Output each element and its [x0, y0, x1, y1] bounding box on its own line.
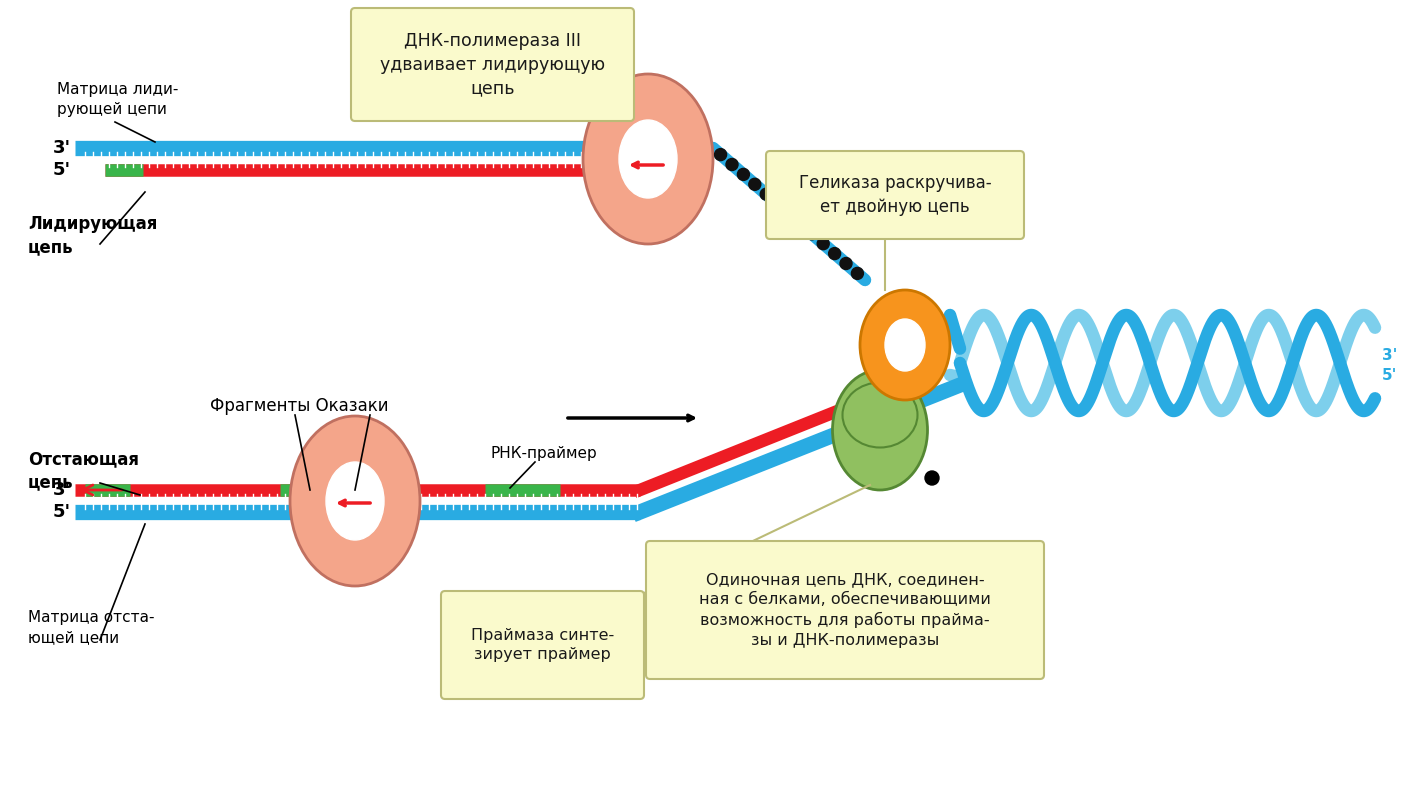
- Circle shape: [761, 188, 772, 200]
- Text: 5': 5': [52, 503, 71, 521]
- Ellipse shape: [583, 74, 713, 244]
- Ellipse shape: [291, 416, 420, 586]
- Circle shape: [749, 178, 761, 190]
- Text: 3': 3': [52, 139, 71, 157]
- Circle shape: [772, 198, 783, 210]
- Circle shape: [851, 267, 864, 279]
- Circle shape: [738, 168, 749, 180]
- Text: 5': 5': [52, 161, 71, 179]
- Text: Лидирующая
цепь: Лидирующая цепь: [28, 215, 158, 257]
- Circle shape: [783, 208, 794, 220]
- Circle shape: [817, 237, 830, 250]
- Text: Одиночная цепь ДНК, соединен-
ная с белками, обеспечивающими
возможность для раб: Одиночная цепь ДНК, соединен- ная с белк…: [698, 572, 991, 648]
- Text: Матрица отста-
ющей цепи: Матрица отста- ющей цепи: [28, 610, 154, 645]
- FancyBboxPatch shape: [442, 591, 643, 699]
- Ellipse shape: [885, 319, 926, 371]
- Text: 5': 5': [1381, 368, 1397, 382]
- Ellipse shape: [842, 382, 917, 448]
- Circle shape: [727, 159, 738, 171]
- Ellipse shape: [619, 120, 677, 198]
- Text: Праймаза синте-
зирует праймер: Праймаза синте- зирует праймер: [471, 628, 614, 663]
- Text: Геликаза раскручива-
ет двойную цепь: Геликаза раскручива- ет двойную цепь: [799, 174, 992, 216]
- Text: Фрагменты Оказаки: Фрагменты Оказаки: [210, 397, 388, 415]
- Circle shape: [794, 218, 807, 230]
- Text: Матрица лиди-
рующей цепи: Матрица лиди- рующей цепи: [56, 82, 178, 117]
- Ellipse shape: [832, 370, 927, 490]
- Circle shape: [714, 149, 727, 161]
- Circle shape: [806, 228, 818, 240]
- Text: ДНК-полимераза III
удваивает лидирующую
цепь: ДНК-полимераза III удваивает лидирующую …: [380, 32, 605, 97]
- Ellipse shape: [326, 462, 384, 540]
- FancyBboxPatch shape: [766, 151, 1024, 239]
- FancyBboxPatch shape: [646, 541, 1044, 679]
- Text: РНК-праймер: РНК-праймер: [490, 445, 597, 460]
- Ellipse shape: [859, 290, 950, 400]
- Text: Отстающая
цепь: Отстающая цепь: [28, 450, 140, 492]
- Text: 3': 3': [52, 481, 71, 499]
- Circle shape: [828, 248, 841, 259]
- Circle shape: [840, 258, 852, 270]
- FancyBboxPatch shape: [351, 8, 634, 121]
- Text: 3': 3': [1381, 348, 1397, 362]
- Circle shape: [926, 471, 938, 485]
